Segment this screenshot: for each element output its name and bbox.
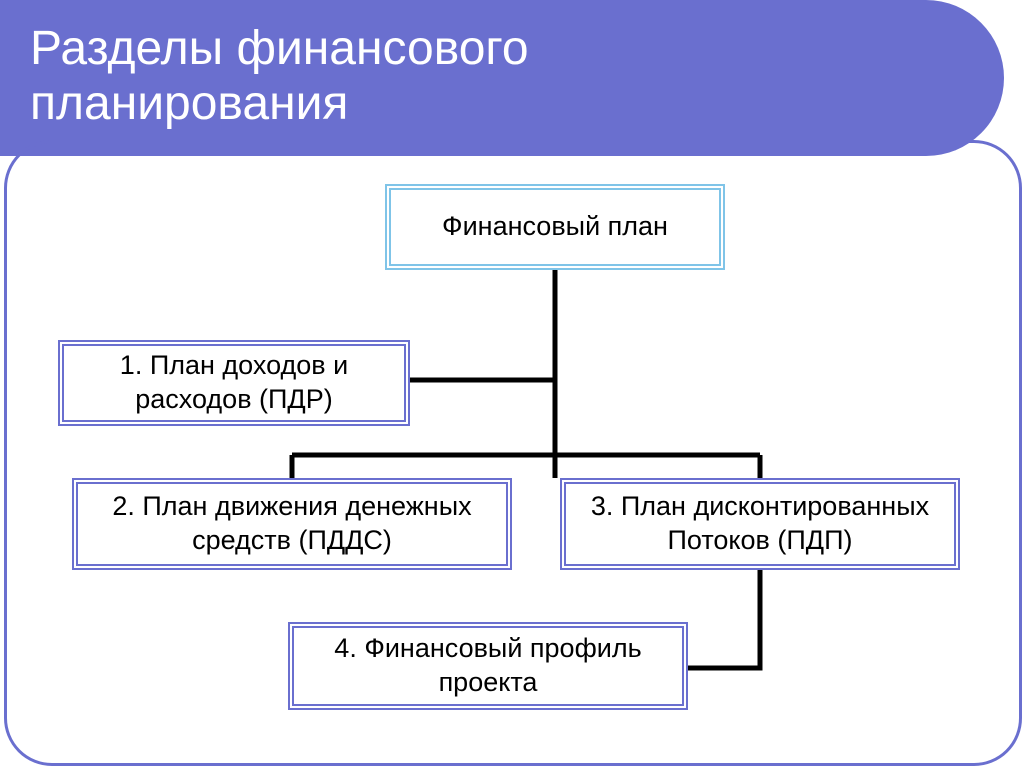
slide: Разделы финансового планирования Финансо… (0, 0, 1024, 768)
node-n4: 4. Финансовый профиль проекта (288, 622, 688, 710)
node-label: 3. План дисконтированных Потоков (ПДП) (574, 490, 946, 558)
node-label: 2. План движения денежных средств (ПДДС) (86, 490, 498, 558)
title-cap (920, 0, 1004, 156)
slide-title: Разделы финансового планирования (30, 21, 529, 131)
node-n2: 2. План движения денежных средств (ПДДС) (72, 478, 512, 570)
node-label: 1. План доходов и расходов (ПДР) (72, 349, 396, 417)
node-n3: 3. План дисконтированных Потоков (ПДП) (560, 478, 960, 570)
node-label: 4. Финансовый профиль проекта (302, 632, 674, 700)
node-label: Финансовый план (442, 210, 668, 244)
node-n1: 1. План доходов и расходов (ПДР) (58, 340, 410, 426)
node-root: Финансовый план (385, 184, 725, 270)
title-band: Разделы финансового планирования (0, 0, 920, 152)
